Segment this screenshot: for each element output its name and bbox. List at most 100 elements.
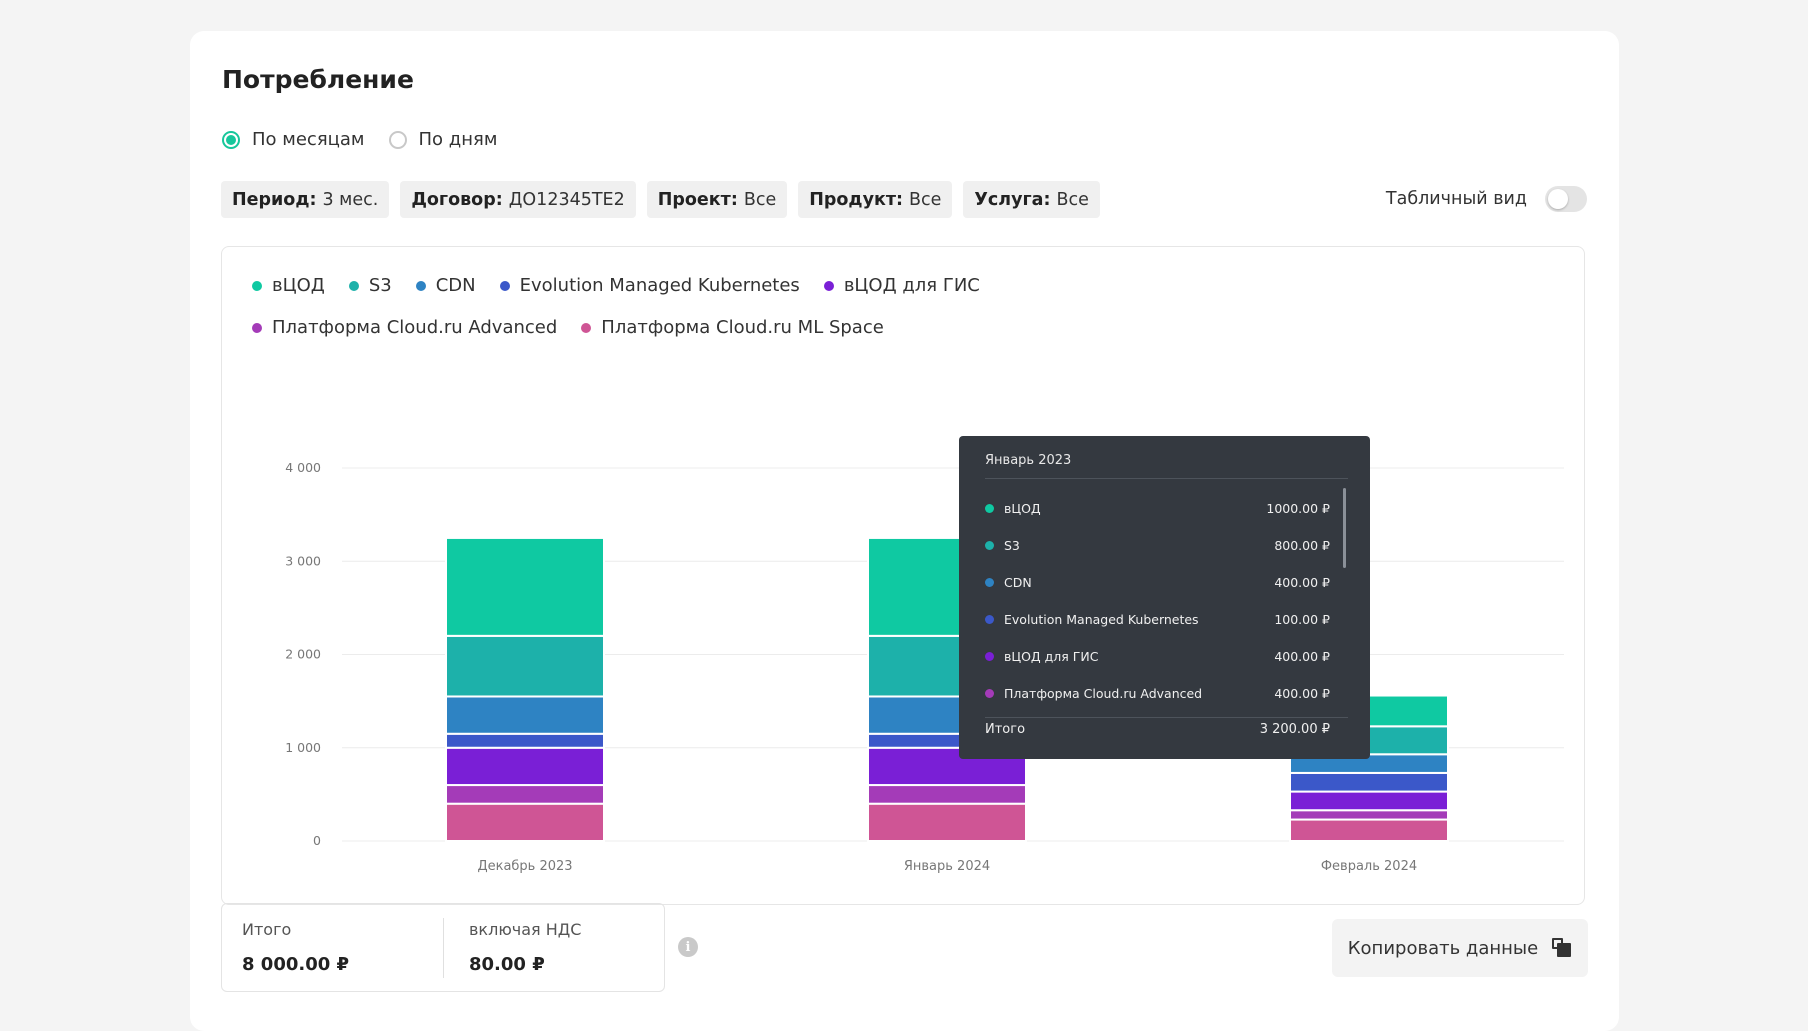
tooltip-row: CDN 400.00 ₽ [985, 572, 1330, 592]
filter-contract[interactable]: Договор: ДО12345ТЕ2 [400, 181, 636, 218]
filter-label: Продукт: [809, 189, 903, 210]
bar-segment[interactable] [1289, 790, 1449, 812]
legend-label: S3 [368, 275, 392, 296]
bar-segment[interactable] [445, 784, 605, 805]
legend-dot-icon [499, 280, 510, 291]
tooltip-total-row: Итого 3 200.00 ₽ [985, 722, 1330, 737]
table-view-label: Табличный вид [1385, 189, 1527, 209]
tooltip-row-value: 400.00 ₽ [1274, 685, 1330, 701]
legend-label: Платформа Cloud.ru Advanced [272, 317, 558, 338]
radio-by-days[interactable]: По дням [388, 129, 498, 150]
y-tick-label: 4 000 [285, 460, 321, 475]
vat-label: включая НДС [469, 920, 582, 939]
filter-value: ДО12345ТЕ2 [508, 189, 625, 210]
legend-item[interactable]: CDN [415, 275, 476, 296]
consumption-card: Потребление По месяцам По дням Период: 3 … [190, 31, 1619, 1031]
tooltip-row: вЦОД для ГИС 400.00 ₽ [985, 646, 1330, 666]
tooltip-divider [985, 478, 1348, 479]
filter-label: Период: [232, 189, 317, 210]
tooltip-row-value: 400.00 ₽ [1274, 648, 1330, 664]
bar-segment[interactable] [867, 784, 1027, 805]
legend-dot-icon [415, 280, 426, 291]
tooltip-row-label: Evolution Managed Kubernetes [1004, 611, 1199, 627]
bar-segment[interactable] [445, 802, 605, 843]
radio-label: По месяцам [252, 129, 365, 150]
tooltip-row-label: вЦОД для ГИС [1004, 648, 1099, 664]
bar-segment[interactable] [867, 802, 1027, 843]
tooltip-row: вЦОД 1000.00 ₽ [985, 498, 1330, 518]
bar-segment[interactable] [1289, 818, 1449, 842]
filter-value: Все [1056, 189, 1089, 210]
tooltip-title: Январь 2023 [985, 453, 1072, 468]
radio-label: По дням [418, 129, 498, 150]
legend-label: Evolution Managed Kubernetes [519, 275, 800, 296]
legend-dot-icon [252, 280, 262, 291]
copy-button-label: Копировать данные [1347, 937, 1539, 959]
y-tick-label: 2 000 [285, 647, 321, 662]
filter-project[interactable]: Проект: Все [646, 181, 788, 218]
radio-unchecked-icon [388, 130, 407, 149]
x-tick-label: Февраль 2024 [1321, 859, 1417, 874]
y-tick-label: 1 000 [285, 740, 321, 755]
filter-value: Все [743, 189, 777, 210]
tooltip-scrollbar[interactable] [1343, 488, 1346, 568]
tooltip-dot-icon [985, 651, 994, 661]
info-icon[interactable]: i [678, 937, 698, 957]
tooltip-row-value: 800.00 ₽ [1274, 537, 1330, 553]
tooltip-dot-icon [985, 577, 994, 587]
legend-label: Платформа Cloud.ru ML Space [601, 317, 884, 338]
tooltip-dot-icon [985, 614, 994, 624]
legend-item[interactable]: вЦОД для ГИС [823, 275, 980, 296]
page-title: Потребление [222, 65, 414, 94]
tooltip-row-label: CDN [1004, 574, 1032, 590]
filter-label: Услуга: [974, 189, 1051, 210]
filter-period[interactable]: Период: 3 мес. [221, 181, 390, 218]
radio-by-months[interactable]: По месяцам [222, 129, 365, 150]
filter-value: Все [909, 189, 942, 210]
filter-label: Проект: [657, 189, 738, 210]
bar-segment[interactable] [1289, 809, 1449, 821]
legend-label: вЦОД [272, 275, 325, 296]
legend-dot-icon [252, 322, 262, 333]
legend-item[interactable]: Evolution Managed Kubernetes [499, 275, 800, 296]
filter-service[interactable]: Услуга: Все [963, 181, 1100, 218]
bar-segment[interactable] [445, 746, 605, 787]
tooltip-row-label: Платформа Cloud.ru Advanced [1004, 685, 1203, 701]
bar-segment[interactable] [445, 732, 605, 749]
summary-divider [443, 918, 444, 978]
tooltip-row-label: S3 [1004, 537, 1020, 553]
tooltip-row-value: 1000.00 ₽ [1266, 500, 1330, 516]
tooltip-row: Evolution Managed Kubernetes 100.00 ₽ [985, 609, 1330, 629]
table-view-switch[interactable] [1545, 186, 1587, 212]
vat-value: 80.00 ₽ [469, 954, 545, 975]
total-label: Итого [242, 920, 292, 939]
legend-item[interactable]: Платформа Cloud.ru Advanced [252, 317, 557, 338]
tooltip-row: Платформа Cloud.ru Advanced 400.00 ₽ [985, 683, 1330, 703]
bar-segment[interactable] [1289, 771, 1449, 793]
summary-box: Итого 8 000.00 ₽ включая НДС 80.00 ₽ [221, 903, 665, 992]
tooltip-row-label: вЦОД [1004, 500, 1041, 516]
filter-value: 3 мес. [322, 189, 379, 210]
filter-product[interactable]: Продукт: Все [798, 181, 953, 218]
chart-legend: вЦОД S3 CDN Evolution Managed Kubernetes вЦО… [252, 275, 1302, 338]
radio-checked-icon [222, 130, 240, 149]
legend-item[interactable]: S3 [348, 275, 392, 296]
legend-label: CDN [435, 275, 476, 296]
copy-data-button[interactable]: Копировать данные [1332, 919, 1588, 977]
x-tick-label: Январь 2024 [904, 859, 990, 874]
stacked-bar-chart: 0 1 000 2 000 3 000 4 000 Декабрь 2023 Январь … [285, 460, 1564, 874]
bar-segment[interactable] [445, 695, 605, 735]
legend-dot-icon [823, 280, 834, 291]
tooltip-row: S3 800.00 ₽ [985, 535, 1330, 555]
filter-label: Договор: [411, 189, 503, 210]
bar-segment[interactable] [445, 634, 605, 698]
x-tick-label: Декабрь 2023 [477, 859, 572, 874]
legend-item[interactable]: Платформа Cloud.ru ML Space [581, 317, 884, 338]
legend-item[interactable]: вЦОД [252, 275, 325, 296]
chart-container: вЦОД S3 CDN Evolution Managed Kubernetes вЦО… [221, 246, 1585, 905]
bar-segment[interactable] [445, 536, 605, 637]
view-mode-radio-group: По месяцам По дням [222, 129, 497, 150]
tooltip-divider [985, 717, 1348, 718]
chart-tooltip: Январь 2023 вЦОД 1000.00 ₽ S3 800.00 ₽ CDN 40… [959, 436, 1370, 759]
y-tick-label: 3 000 [285, 553, 321, 568]
